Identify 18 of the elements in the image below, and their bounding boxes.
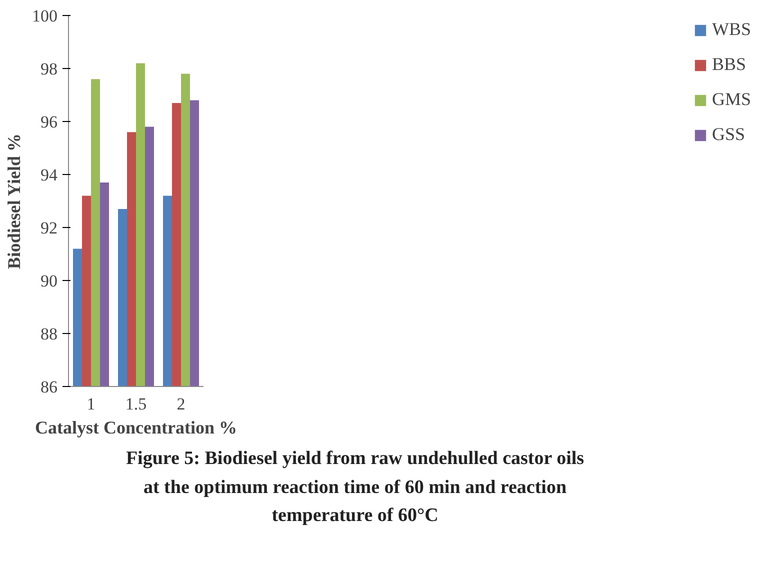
y-tick-label: 94 (40, 166, 58, 184)
y-tick-label: 90 (40, 272, 58, 290)
legend-label: BBS (712, 54, 746, 75)
y-tick-label: 88 (40, 324, 58, 344)
y-tick-label: 86 (40, 378, 58, 396)
y-tick-label: 98 (40, 60, 58, 78)
y-tick-label: 92 (40, 218, 58, 238)
text: Figure 5: Biodiesel yield from raw undehulled castor oils at the optimum reaction time of 60 min and reaction temperature of 60°C (126, 447, 584, 528)
x-tick-label: 1.5 (125, 394, 147, 414)
x-axis-title: Catalyst Concentration % (35, 418, 237, 438)
legend-label: GSS (712, 124, 746, 145)
y-tick-label: 100 (32, 6, 58, 26)
y-tick-label: 96 (40, 112, 58, 132)
legend-label: GMS (712, 89, 751, 110)
legend-label: WBS (712, 19, 751, 40)
y-axis-title: Biodiesel Yield % (4, 133, 24, 270)
x-tick-label: 2 (176, 394, 186, 414)
x-tick-label: 1 (86, 394, 96, 414)
